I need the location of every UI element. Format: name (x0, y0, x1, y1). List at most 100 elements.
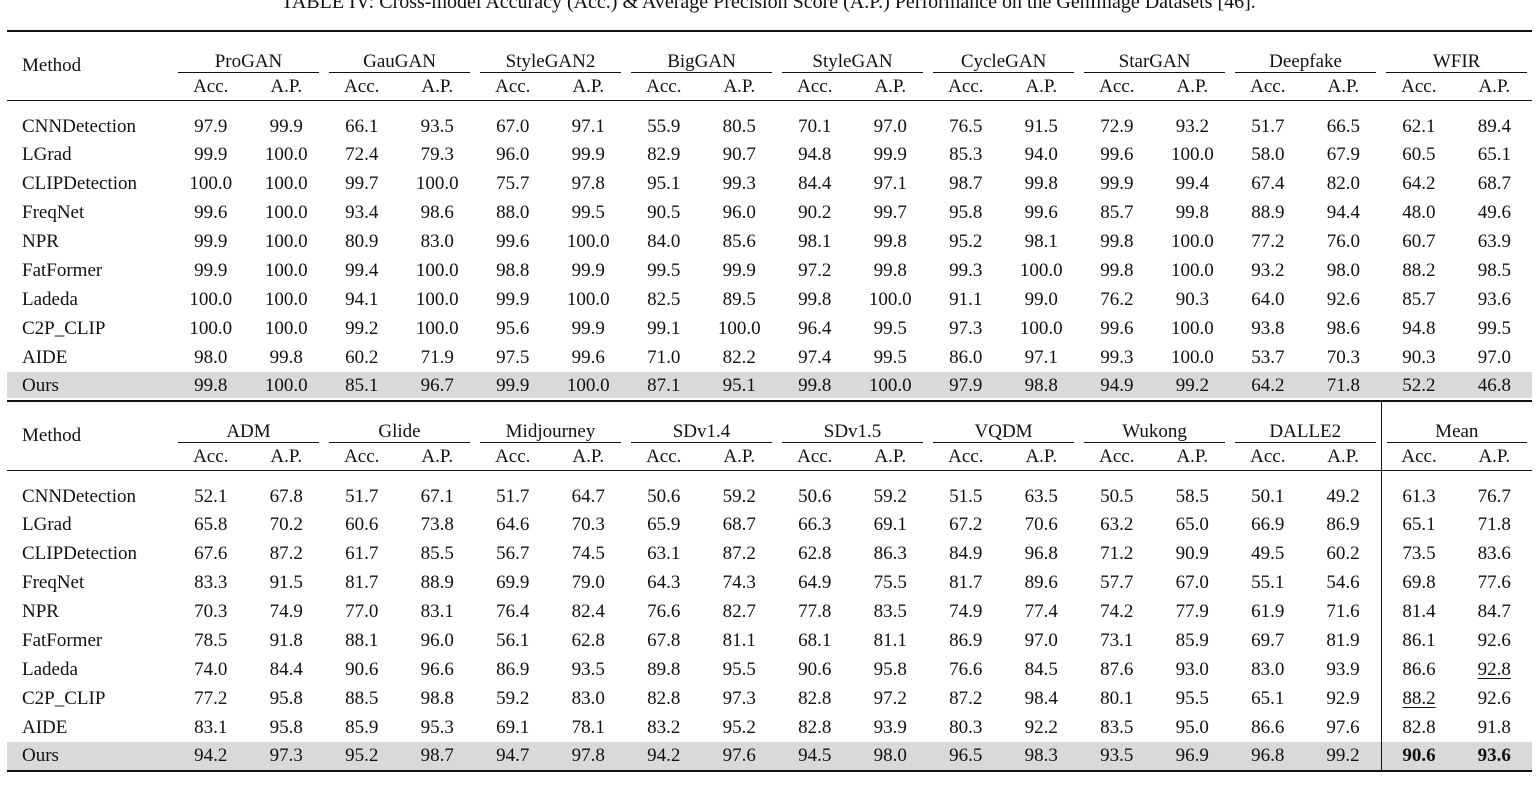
method-name: Ours (7, 742, 173, 772)
table-cell: 52.1 (173, 471, 249, 511)
table-cell: 88.2 (1380, 684, 1457, 713)
cell-value: 73.1 (1100, 629, 1134, 651)
cell-value: 85.3 (949, 143, 983, 165)
cell-value: 92.2 (1024, 716, 1058, 738)
table-cell: 93.5 (400, 101, 476, 141)
cell-value: 71.2 (1100, 542, 1134, 564)
cell-value: 99.8 (194, 375, 228, 396)
cell-value: 99.9 (496, 288, 530, 310)
table-cell: 97.4 (777, 343, 853, 372)
cell-value: 90.3 (1402, 346, 1436, 368)
cell-value: 99.9 (496, 375, 530, 396)
table-cell: 69.9 (475, 568, 551, 597)
cell-value: 50.6 (798, 486, 832, 507)
table-cell: 97.3 (248, 742, 324, 772)
table-cell: 99.8 (1079, 256, 1155, 285)
cell-value: 95.1 (722, 375, 756, 396)
ap-header: A.P. (550, 73, 627, 101)
table-cell: 75.7 (475, 169, 551, 198)
cell-value: 91.1 (949, 288, 983, 310)
table-cell: 90.6 (1380, 742, 1457, 772)
cell-value: 83.0 (571, 687, 605, 709)
cell-value: 100.0 (868, 288, 912, 310)
ap-header: A.P. (1154, 443, 1231, 471)
table-row: CLIPDetection 100.0 100.0 99.7 100.0 75.7 97.8… (7, 169, 1532, 198)
table-cell: 88.5 (324, 684, 400, 713)
table-cell: 99.5 (853, 343, 929, 372)
table-cell: 76.6 (626, 597, 702, 626)
table-cell: 99.6 (1079, 140, 1155, 169)
table-cell: 59.2 (702, 471, 778, 511)
cell-value: 99.8 (1175, 201, 1209, 223)
table-cell: 81.4 (1380, 597, 1457, 626)
table-cell: 89.6 (1004, 568, 1080, 597)
method-name: LGrad (22, 513, 72, 535)
table-cell: 95.6 (475, 314, 551, 343)
table-cell: 100.0 (400, 169, 476, 198)
table-cell: 90.9 (1155, 539, 1231, 568)
table-cell: 51.7 (324, 471, 400, 511)
table-cell: 85.5 (400, 539, 476, 568)
cell-value: 71.6 (1326, 600, 1360, 622)
cell-value: 70.6 (1024, 513, 1058, 535)
method-name: Ours (7, 372, 173, 402)
cell-value: 98.6 (1326, 317, 1360, 339)
table-cell: 76.0 (1306, 227, 1382, 256)
cell-value: 93.6 (1477, 745, 1511, 766)
table-cell: 67.6 (173, 539, 249, 568)
table-cell: 81.9 (1306, 626, 1382, 655)
cell-value: 99.6 (1024, 201, 1058, 223)
table-cell: 86.3 (853, 539, 929, 568)
table-cell: 83.1 (173, 713, 249, 742)
cell-value: 82.0 (1326, 172, 1360, 194)
acc-header: Acc. (1079, 73, 1155, 101)
table-cell: 64.7 (551, 471, 627, 511)
table-cell: 85.7 (1079, 198, 1155, 227)
table-cell: 100.0 (1155, 256, 1231, 285)
cell-value: 76.6 (949, 658, 983, 680)
table-cell: 82.8 (626, 684, 702, 713)
table-cell: 92.8 (1457, 655, 1533, 684)
method-name: AIDE (22, 716, 68, 738)
table-cell: 99.8 (853, 256, 929, 285)
ap-header: A.P. (550, 443, 626, 471)
cell-value: 88.9 (420, 571, 454, 593)
cell-value: 83.0 (420, 230, 454, 252)
cell-value: 98.0 (194, 346, 228, 368)
cell-value: 74.9 (949, 600, 983, 622)
cell-value: 95.3 (420, 716, 454, 738)
method-name: C2P_CLIP (22, 687, 106, 709)
ap-header: A.P. (1305, 443, 1382, 471)
table-cell: 54.6 (1306, 568, 1382, 597)
cell-value: 98.4 (1024, 687, 1058, 709)
cell-value: 76.6 (647, 600, 681, 622)
cell-value: 100.0 (717, 317, 761, 339)
table-cell: 93.0 (1155, 655, 1231, 684)
cell-value: 80.1 (1100, 687, 1134, 709)
table-cell: 100.0 (1155, 227, 1231, 256)
table-cell: 99.8 (1004, 169, 1080, 198)
cell-value: 99.7 (345, 172, 379, 194)
cell-value: 89.5 (722, 288, 756, 310)
cell-value: 65.1 (1477, 143, 1511, 165)
cell-value: 92.8 (1477, 658, 1511, 680)
cell-value: 65.1 (1402, 513, 1436, 535)
cell-value: 49.5 (1251, 542, 1285, 564)
table-cell: 100.0 (249, 198, 325, 227)
table-cell: 75.5 (853, 568, 929, 597)
table-cell: 99.2 (1305, 742, 1382, 772)
table-cell: 88.1 (324, 626, 400, 655)
table-cell: 96.8 (1230, 742, 1306, 772)
group-header: BigGAN (626, 30, 778, 73)
table-cell: 99.9 (1079, 169, 1155, 198)
cell-value: 67.9 (1326, 143, 1360, 165)
table-cell: 60.5 (1381, 140, 1457, 169)
cell-value: 97.3 (269, 745, 303, 766)
cell-value: 68.7 (1477, 172, 1511, 194)
table-row: AIDE 98.0 99.8 60.2 71.9 97.5 99.6 71.0 82.2 97.4… (7, 343, 1532, 372)
cell-value: 100.0 (1170, 259, 1214, 281)
method-header: Method (7, 400, 173, 471)
table-cell: 95.2 (324, 742, 400, 772)
table-cell: 99.6 (1079, 314, 1155, 343)
cell-value: 89.4 (1477, 116, 1511, 137)
